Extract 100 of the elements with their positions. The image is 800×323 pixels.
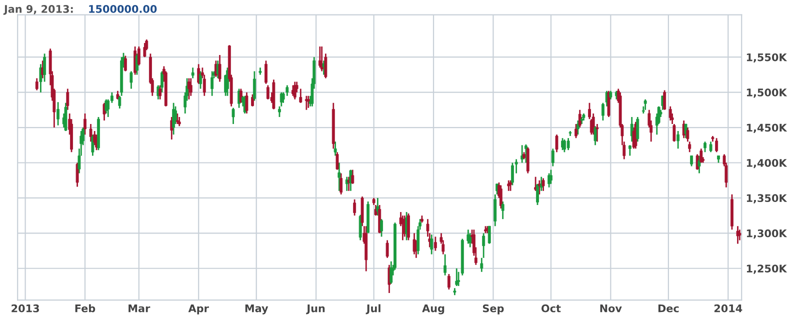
candlestick <box>736 225 740 244</box>
candlestick <box>218 54 222 82</box>
candlestick <box>434 236 437 252</box>
candlestick <box>353 198 356 216</box>
candlestick <box>318 46 322 68</box>
y-tick-label: 1,250K <box>746 264 788 274</box>
y-tick-label: 1,550K <box>746 53 788 63</box>
candlestick <box>178 116 181 127</box>
x-tick-label: Jun <box>306 304 325 314</box>
text: 1500000.00 <box>89 5 157 13</box>
candlestick <box>457 271 460 287</box>
candlestick <box>334 140 337 156</box>
x-tick-label: Feb <box>75 304 96 312</box>
candlestick <box>696 154 699 170</box>
candlestick <box>550 169 552 185</box>
candlestick <box>507 180 510 192</box>
candlestick <box>738 228 742 241</box>
x-tick-label: Mar <box>128 304 150 312</box>
candlestick <box>511 162 514 186</box>
candlestick <box>286 84 289 97</box>
candlestick <box>143 42 146 58</box>
candlestick <box>480 257 484 273</box>
candlestick <box>380 218 383 238</box>
y-tick-label: 1,500K <box>746 88 788 98</box>
x-tick-label: Nov <box>600 304 622 312</box>
candlestick <box>430 234 434 255</box>
candlestick <box>676 130 680 150</box>
candlestick <box>663 90 666 111</box>
candlestick <box>636 116 640 142</box>
candlestick <box>351 169 354 185</box>
x-tick-label: 2014 <box>714 304 742 312</box>
candlestick <box>468 232 472 248</box>
candlestick <box>494 194 497 227</box>
candlestick <box>542 178 545 192</box>
candlestick <box>668 106 672 122</box>
candlestick <box>56 101 60 126</box>
candlestick <box>251 94 254 108</box>
candlestick <box>232 107 235 125</box>
x-tick-label: May <box>245 304 268 314</box>
candlestick <box>191 66 194 79</box>
candlestick <box>278 106 281 118</box>
candlestick <box>336 151 339 170</box>
candlestick <box>555 134 558 153</box>
candlestick <box>644 98 647 111</box>
candlestick <box>91 134 94 156</box>
candlestick <box>84 112 86 136</box>
candlestick <box>264 60 268 85</box>
x-tick-label: Sep <box>482 304 504 314</box>
candlestick <box>407 212 410 241</box>
y-tick-label: 1,300K <box>746 229 788 239</box>
candlestick <box>240 88 242 104</box>
x-tick-label: Oct <box>541 304 561 312</box>
candlestick <box>455 268 458 287</box>
candlestick <box>690 155 693 167</box>
x-tick-label: Jul <box>366 304 380 314</box>
candlestick <box>340 172 343 196</box>
candlestick <box>704 140 706 153</box>
candlestick <box>447 273 450 290</box>
x-tick-label: Dec <box>658 304 679 312</box>
candlestick <box>574 123 578 139</box>
candlestick <box>386 240 389 259</box>
candlestick <box>566 137 570 151</box>
candlestick <box>526 146 530 174</box>
candlestick <box>444 254 447 276</box>
candlestick <box>118 95 122 110</box>
x-tick-label: 2013 <box>12 304 39 312</box>
x-tick-label: Apr <box>188 304 209 314</box>
candlestick <box>299 88 302 104</box>
candlestick <box>338 162 341 192</box>
candlestick <box>89 123 92 142</box>
candlestick <box>482 232 486 259</box>
y-tick-label: 1,450K <box>746 124 788 133</box>
text: Jan 9, 2013: <box>3 5 73 15</box>
candlestick <box>509 180 512 192</box>
candlestick <box>628 144 632 156</box>
candlestick <box>64 102 68 132</box>
candlestick <box>130 70 133 90</box>
candlestick <box>501 200 504 220</box>
candlestick <box>66 88 70 111</box>
candlestick <box>76 162 79 188</box>
candlestick <box>562 138 566 153</box>
candlestick <box>158 84 162 100</box>
candlestick <box>499 184 502 210</box>
x-tick-label: Aug <box>422 304 444 314</box>
candlestick <box>124 55 127 72</box>
candlestick <box>349 169 352 192</box>
y-tick-label: 1,350K <box>746 194 788 204</box>
candlestick <box>176 112 179 125</box>
candlestick <box>551 148 554 167</box>
candlestick <box>245 92 248 114</box>
candlestick <box>199 70 202 90</box>
candlestick <box>252 70 256 102</box>
candlestick <box>189 78 192 97</box>
candlestick <box>709 140 712 153</box>
y-tick-label: 1,400K <box>746 158 788 168</box>
candlestick <box>35 78 38 91</box>
candlestick <box>715 137 718 153</box>
candlestick <box>684 123 688 139</box>
candlestick <box>688 140 692 153</box>
candlestick <box>412 232 416 255</box>
